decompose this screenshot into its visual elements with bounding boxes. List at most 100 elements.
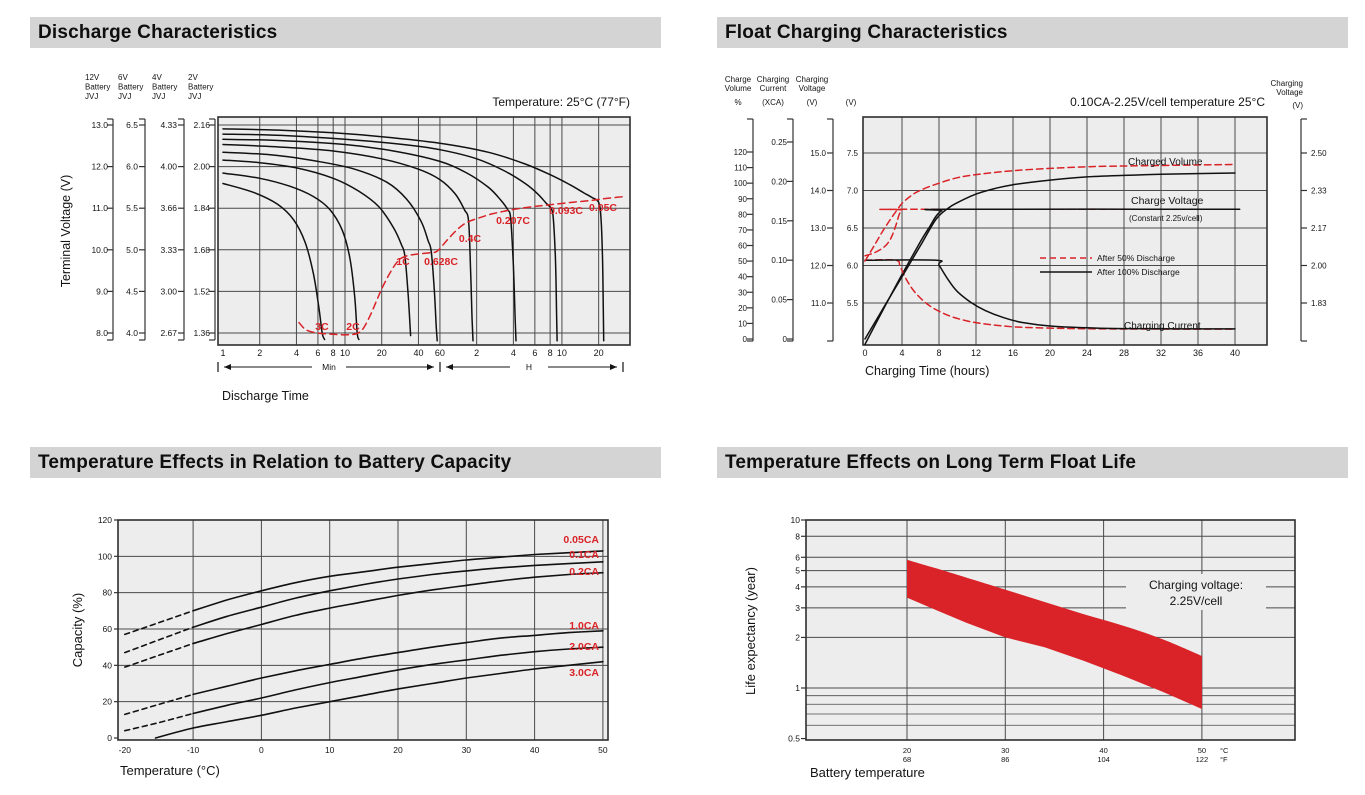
rate-label-3.0CA: 3.0CA	[569, 667, 599, 679]
rate-label-0.4C: 0.4C	[459, 233, 482, 245]
y-tick-label: 8.0	[96, 328, 108, 338]
y-tick-label: 6.5	[126, 120, 138, 130]
y-tick-label: 7.0	[847, 187, 859, 196]
scale-header: Charging	[757, 75, 789, 84]
x-tick-label: 10	[557, 348, 567, 358]
rate-label-0.1CA: 0.1CA	[569, 549, 599, 561]
x-axis-title: Discharge Time	[222, 389, 309, 403]
x-tick-label: 6	[532, 348, 537, 358]
y-axis-title: Capacity (%)	[70, 593, 85, 667]
y-tick-label: 12.0	[91, 162, 108, 172]
capacity-curve-dashed-0.1CA	[124, 626, 194, 654]
y-tick-label: 3.00	[160, 286, 177, 296]
scale-header: Charging	[796, 75, 828, 84]
y-tick-label: 1.83	[1311, 299, 1327, 308]
section-title-float-life: Temperature Effects on Long Term Float L…	[717, 447, 1348, 478]
legend-label-100: After 100% Discharge	[1097, 267, 1180, 277]
x-tick-label-f: 122	[1196, 755, 1209, 764]
y-tick-label: 14.0	[810, 187, 826, 196]
y-tick-label: 3.33	[160, 245, 177, 255]
y-axis-title: Life expectancy (year)	[743, 567, 758, 695]
y-tick-label: 11.0	[811, 299, 827, 308]
y-tick-label: 2.16	[193, 120, 210, 130]
scale-header: Battery	[188, 83, 213, 92]
x-tick-label: 20	[594, 348, 604, 358]
y-tick-label: 3	[795, 603, 800, 613]
y-tick-label: 7.5	[847, 149, 859, 158]
x-tick-label: 24	[1082, 348, 1092, 358]
scale-header: Battery	[85, 83, 110, 92]
discharge-curve-0.628C	[222, 151, 438, 342]
label-charging-current: Charging Current	[1124, 321, 1201, 332]
y-tick-label: 6.0	[847, 262, 859, 271]
y-tick-label: 90	[738, 195, 747, 204]
y-tick-label: 10	[738, 319, 747, 328]
label-charged-volume: Charged Volume	[1128, 157, 1203, 168]
range-label-h: H	[526, 362, 532, 372]
y-tick-label: 20	[738, 304, 747, 313]
x-tick-label-c: 40	[1099, 746, 1107, 755]
y-tick-label: 4.5	[126, 286, 138, 296]
y-tick-label: 2.17	[1311, 224, 1327, 233]
x-tick-label: 4	[294, 348, 299, 358]
y-tick-label: 13.0	[810, 224, 826, 233]
y-tick-label: 40	[738, 273, 747, 282]
scale-header: Current	[760, 84, 787, 93]
scale-unit: (V)	[1292, 101, 1303, 110]
x-tick-label: 8	[548, 348, 553, 358]
rate-label-3C: 3C	[315, 321, 329, 333]
y-tick-label: 0.5	[788, 734, 800, 744]
x-unit-fahrenheit: °F	[1220, 755, 1228, 764]
x-tick-label: 20	[393, 745, 403, 755]
scale-header: 2V	[188, 73, 198, 82]
section-title-float-charging: Float Charging Characteristics	[717, 17, 1348, 48]
x-tick-label: 40	[1230, 348, 1240, 358]
y-tick-label: 20	[103, 697, 113, 707]
scale-header: Volume	[725, 84, 752, 93]
y-tick-label: 10.0	[91, 245, 108, 255]
scale-header: 12V	[85, 73, 100, 82]
y-tick-label: 2.50	[1311, 149, 1327, 158]
discharge-curve-0.05C	[222, 128, 605, 342]
capacity-curve-0.2CA	[192, 571, 604, 645]
capacity-plot-border	[117, 519, 609, 741]
y-tick-label: 11.0	[92, 203, 108, 213]
x-tick-label: 8	[936, 348, 941, 358]
label-charge-voltage: Charge Voltage	[1131, 195, 1204, 207]
y-tick-label: 2.67	[160, 328, 177, 338]
annotation-line1: Charging voltage:	[1149, 578, 1243, 592]
rate-label-1C: 1C	[396, 256, 410, 268]
x-tick-label: 20	[377, 348, 387, 358]
arrowhead-icon	[224, 364, 231, 370]
capacity-curve-dashed-0.05CA	[124, 610, 194, 636]
y-tick-label: 2.00	[193, 162, 210, 172]
float-plot-border	[862, 116, 1268, 346]
scale-header: Voltage	[799, 84, 826, 93]
x-axis-title: Battery temperature	[810, 765, 925, 780]
x-tick-label-f: 68	[903, 755, 911, 764]
y-tick-label: 0.15	[771, 217, 787, 226]
y-tick-label: 70	[738, 226, 747, 235]
discharge-curve-0.4C	[222, 143, 474, 342]
x-tick-label: 0	[259, 745, 264, 755]
y-tick-label: 40	[103, 660, 113, 670]
x-tick-label: 12	[971, 348, 981, 358]
x-tick-label: 2	[474, 348, 479, 358]
y-tick-label: 6.5	[847, 224, 859, 233]
y-tick-label: 0	[107, 733, 112, 743]
rate-label-1.0CA: 1.0CA	[569, 620, 599, 632]
y-tick-label: 12.0	[810, 262, 826, 271]
x-tick-label: 32	[1156, 348, 1166, 358]
y-tick-label: 80	[738, 210, 747, 219]
x-tick-label: 36	[1193, 348, 1203, 358]
x-tick-label: 2	[257, 348, 262, 358]
y-tick-label: 120	[98, 515, 112, 525]
scale-unit: (XCA)	[762, 98, 784, 107]
annotation-line2: 2.25V/cell	[1170, 594, 1223, 608]
y-tick-label: 3.66	[160, 203, 177, 213]
discharge-plot-border	[217, 116, 631, 346]
scale-header: JVJ	[85, 92, 98, 101]
y-tick-label: 4.00	[160, 162, 177, 172]
